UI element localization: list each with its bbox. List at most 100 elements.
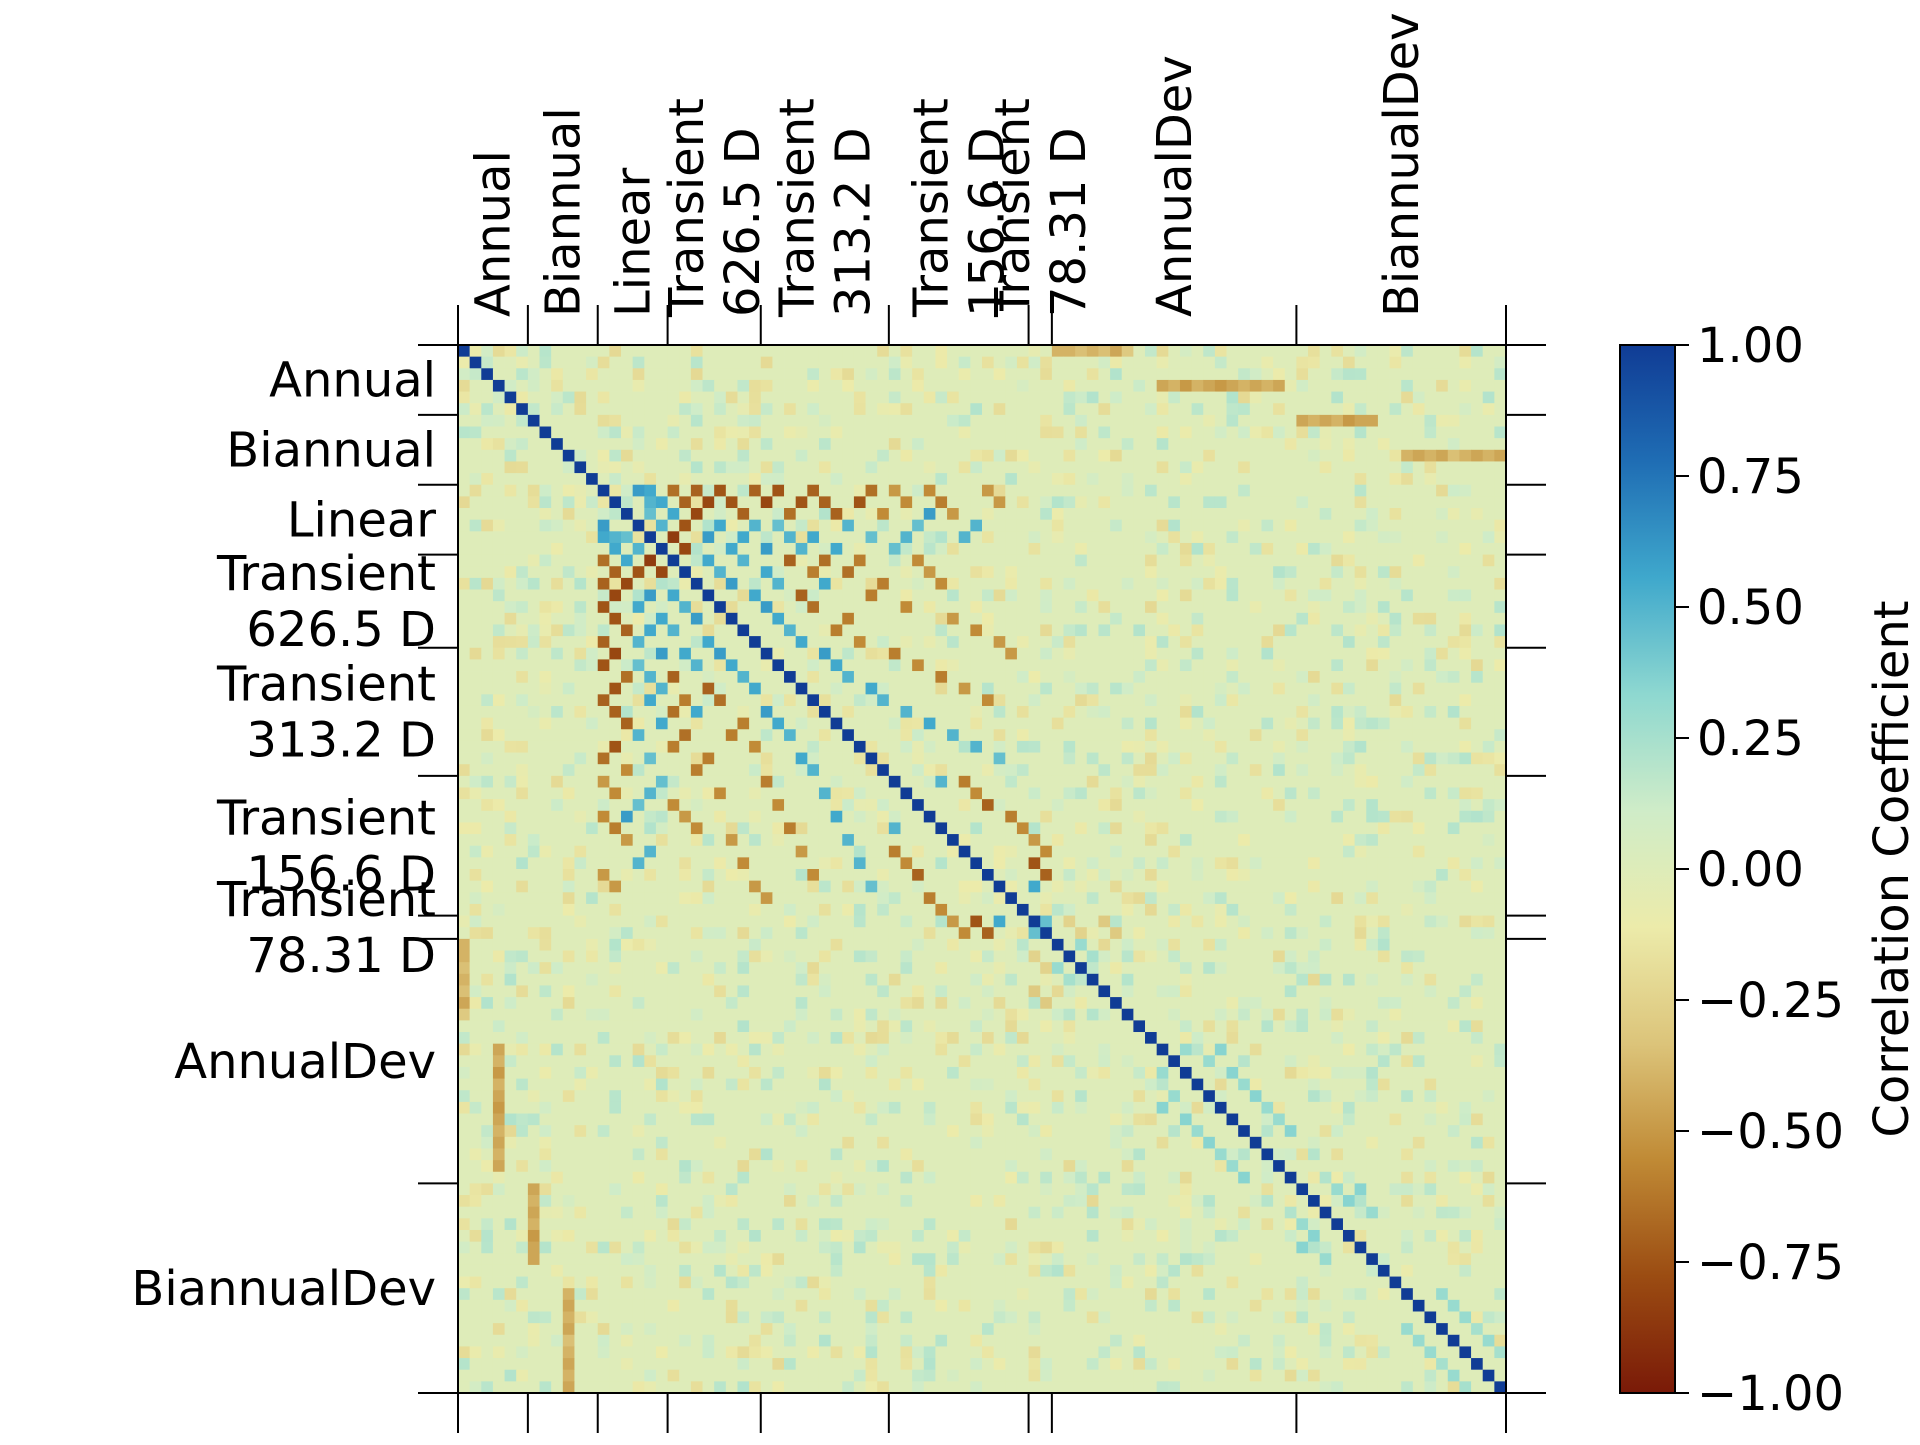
heatmap-cell xyxy=(1040,682,1053,695)
heatmap-cell xyxy=(1319,903,1332,916)
heatmap-cell xyxy=(1436,903,1449,916)
heatmap-cell xyxy=(1284,647,1297,660)
heatmap-cell xyxy=(749,624,762,637)
heatmap-cell xyxy=(760,880,773,893)
heatmap-cell xyxy=(551,484,564,497)
heatmap-cell xyxy=(1354,461,1367,474)
heatmap-cell xyxy=(1471,787,1484,800)
heatmap-cell xyxy=(1412,834,1425,847)
heatmap-cell xyxy=(1238,729,1251,742)
heatmap-cell xyxy=(609,740,622,753)
heatmap-cell xyxy=(1110,834,1123,847)
heatmap-cell xyxy=(1494,566,1507,579)
heatmap-cell xyxy=(1179,717,1192,730)
heatmap-cell xyxy=(725,345,738,358)
heatmap-cell xyxy=(516,368,529,381)
heatmap-cell xyxy=(784,531,797,544)
heatmap-cell xyxy=(982,647,995,660)
heatmap-cell xyxy=(1214,950,1227,963)
heatmap-cell xyxy=(586,589,599,602)
heatmap-cell xyxy=(888,787,901,800)
heatmap-cell xyxy=(1063,740,1076,753)
heatmap-cell xyxy=(1273,810,1286,823)
heatmap-cell xyxy=(818,869,832,882)
heatmap-cell xyxy=(1412,857,1425,870)
heatmap-cell xyxy=(458,834,471,847)
heatmap-cell xyxy=(539,729,552,742)
heatmap-cell xyxy=(458,729,471,742)
heatmap-cell xyxy=(935,356,948,369)
heatmap-cell xyxy=(795,636,808,649)
heatmap-cell xyxy=(912,775,925,788)
heatmap-cell xyxy=(714,694,727,707)
heatmap-cell xyxy=(830,985,843,998)
heatmap-cell xyxy=(1098,973,1111,986)
heatmap-cell xyxy=(923,391,936,404)
heatmap-cell xyxy=(1016,426,1029,439)
heatmap-cell xyxy=(853,368,866,381)
heatmap-cell xyxy=(958,938,971,951)
heatmap-cell xyxy=(795,810,808,823)
heatmap-cell xyxy=(516,496,529,509)
heatmap-cell xyxy=(1028,845,1041,858)
heatmap-cell xyxy=(1156,903,1169,916)
heatmap-cell xyxy=(621,938,634,951)
heatmap-cell xyxy=(574,880,587,893)
heatmap-cell xyxy=(1331,519,1344,532)
heatmap-cell xyxy=(562,345,575,358)
heatmap-cell xyxy=(597,473,610,486)
heatmap-cell xyxy=(1273,542,1286,555)
heatmap-cell xyxy=(749,973,762,986)
heatmap-cell xyxy=(1063,461,1076,474)
heatmap-cell xyxy=(1273,705,1286,719)
heatmap-cell xyxy=(1086,740,1099,753)
heatmap-cell xyxy=(865,473,878,486)
heatmap-cell xyxy=(690,414,703,427)
heatmap-cell xyxy=(481,496,494,509)
heatmap-cell xyxy=(1098,752,1111,765)
heatmap-cell xyxy=(1075,426,1088,439)
heatmap-cell xyxy=(1016,414,1029,427)
heatmap-cell xyxy=(1249,647,1262,660)
heatmap-cell xyxy=(597,671,610,684)
heatmap-cell xyxy=(1179,624,1192,637)
heatmap-cell xyxy=(923,659,936,672)
heatmap-cell xyxy=(609,403,622,416)
heatmap-cell xyxy=(644,519,657,532)
heatmap-cell xyxy=(1354,414,1367,427)
heatmap-cell xyxy=(1191,496,1204,509)
heatmap-cell xyxy=(818,799,832,812)
heatmap-cell xyxy=(1063,671,1076,684)
heatmap-cell xyxy=(504,950,517,963)
heatmap-cell xyxy=(1040,577,1053,590)
heatmap-cell xyxy=(1214,834,1227,847)
heatmap-cell xyxy=(679,740,692,753)
heatmap-cell xyxy=(1110,717,1123,730)
heatmap-cell xyxy=(725,892,738,905)
heatmap-cell xyxy=(1459,368,1472,381)
heatmap-cell xyxy=(993,426,1006,439)
heatmap-cell xyxy=(1226,834,1239,847)
heatmap-cell xyxy=(853,752,866,765)
heatmap-cell xyxy=(492,927,505,940)
heatmap-cell xyxy=(807,834,820,847)
heatmap-cell xyxy=(830,787,843,800)
heatmap-cell xyxy=(760,892,773,905)
heatmap-cell xyxy=(1261,519,1274,532)
heatmap-cell xyxy=(749,356,762,369)
heatmap-cell xyxy=(877,682,890,695)
heatmap-cell xyxy=(1412,671,1425,684)
heatmap-cell xyxy=(993,671,1006,684)
heatmap-cell xyxy=(1447,938,1460,951)
heatmap-cell xyxy=(1110,892,1123,905)
heatmap-cell xyxy=(609,775,622,788)
heatmap-cell xyxy=(1203,857,1216,870)
heatmap-cell xyxy=(667,531,680,544)
heatmap-cell xyxy=(679,566,692,579)
heatmap-cell xyxy=(597,694,610,707)
heatmap-cell xyxy=(1226,426,1239,439)
heatmap-cell xyxy=(1098,566,1111,579)
heatmap-cell xyxy=(1016,810,1029,823)
heatmap-cell xyxy=(702,752,715,765)
